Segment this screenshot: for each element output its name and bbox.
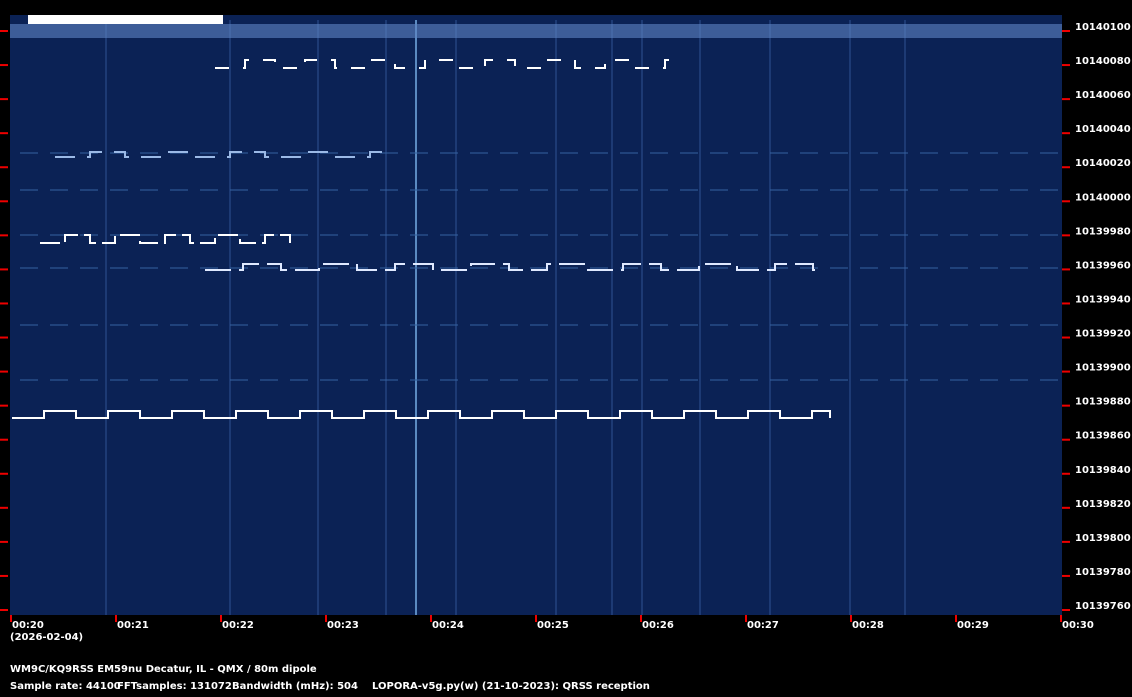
- freq-label: 10139760: [1075, 601, 1131, 612]
- freq-label: 10140020: [1075, 158, 1131, 169]
- spectrogram: [10, 15, 1062, 615]
- time-label: 00:24: [432, 620, 464, 631]
- software: LOPORA-v5g.py(w) (21-10-2023): QRSS rece…: [372, 681, 650, 692]
- freq-label: 10140000: [1075, 192, 1131, 203]
- qrss-trace: [205, 263, 816, 271]
- station: WM9C/KQ9RSS EM59nu Decatur, IL - QMX / 8…: [10, 664, 317, 675]
- freq-label: 10139860: [1075, 431, 1131, 442]
- time-label: 00:21: [117, 620, 149, 631]
- qrss-trace: [55, 151, 386, 158]
- noise-band: [10, 24, 1062, 38]
- bandwidth: Bandwidth (mHz): 504: [232, 681, 358, 692]
- freq-label: 10139880: [1075, 397, 1131, 408]
- time-label: 00:27: [747, 620, 779, 631]
- time-label: 00:25: [537, 620, 569, 631]
- freq-label: 10139820: [1075, 499, 1131, 510]
- freq-label: 10139920: [1075, 329, 1131, 340]
- freq-label: 10140040: [1075, 124, 1131, 135]
- freq-label: 10140080: [1075, 56, 1131, 67]
- freq-label: 10140060: [1075, 90, 1131, 101]
- time-label: 00:23: [327, 620, 359, 631]
- freq-label: 10139900: [1075, 363, 1131, 374]
- noise-band: [28, 15, 223, 24]
- qrss-trace: [215, 59, 676, 69]
- signal-traces: [10, 15, 1062, 615]
- freq-label: 10140100: [1075, 22, 1131, 33]
- freq-label: 10139800: [1075, 533, 1131, 544]
- freq-label: 10139980: [1075, 226, 1131, 237]
- time-label: 00:22: [222, 620, 254, 631]
- freq-label: 10139960: [1075, 260, 1131, 271]
- time-label: 00:30: [1062, 620, 1094, 631]
- freq-label: 10139840: [1075, 465, 1131, 476]
- sample-rate: Sample rate: 44100: [10, 681, 121, 692]
- date: (2026-02-04): [10, 632, 83, 643]
- time-label: 00:28: [852, 620, 884, 631]
- qrss-trace: [40, 234, 291, 244]
- time-label: 00:29: [957, 620, 989, 631]
- qrss-trace: [12, 410, 831, 419]
- freq-label: 10139940: [1075, 294, 1131, 305]
- freq-label: 10139780: [1075, 567, 1131, 578]
- time-label: 00:26: [642, 620, 674, 631]
- time-label: 00:20: [12, 620, 44, 631]
- fft-samples: FFTsamples: 131072: [117, 681, 232, 692]
